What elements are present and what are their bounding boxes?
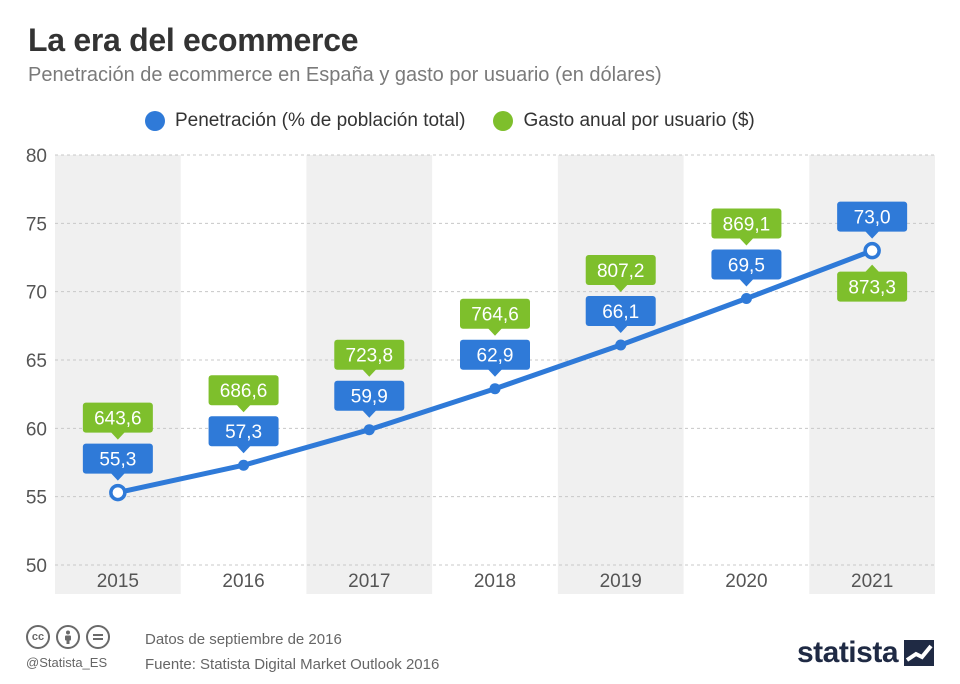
statista-mark-icon <box>904 640 934 666</box>
band-2019 <box>557 155 684 594</box>
penetration-label-2016: 57,3 <box>225 422 262 443</box>
spend-label-2021-box <box>837 271 908 302</box>
x-tick-label-2015: 2015 <box>97 571 139 592</box>
spend-label-2018-box <box>460 298 530 329</box>
note-date: Datos de septiembre de 2016 <box>145 631 342 648</box>
penetration-label-2019-pointer <box>613 325 628 333</box>
chart-title: La era del ecommerce <box>28 22 359 58</box>
penetration-label-2016-box <box>208 416 279 447</box>
penetration-label-2018: 62,9 <box>477 346 514 367</box>
spend-label-2017: 723,8 <box>346 346 394 367</box>
penetration-label-2018-pointer <box>488 369 502 377</box>
spend-label-2021-pointer <box>865 264 880 273</box>
band-2015 <box>55 155 181 594</box>
legend-item-penetration: Penetración (% de población total) <box>145 110 465 132</box>
legend-dot-penetration <box>145 111 165 131</box>
spend-label-2016: 686,6 <box>220 381 268 402</box>
data-point-2020 <box>740 293 752 304</box>
spend-label-2015: 643,6 <box>94 409 142 430</box>
spend-label-2018-pointer <box>488 328 502 336</box>
twitter-handle[interactable]: @Statista_ES <box>26 655 108 670</box>
legend-dot-spend <box>493 111 514 131</box>
penetration-label-2020-box <box>711 249 782 280</box>
penetration-label-2015-box <box>82 443 153 474</box>
license-icons: cc <box>26 625 116 649</box>
x-tick-label-2021: 2021 <box>851 571 893 592</box>
data-point-2021 <box>863 241 881 260</box>
spend-label-2020-pointer <box>739 238 754 246</box>
cc-icon: cc <box>26 625 50 649</box>
x-tick-label-2020: 2020 <box>725 571 767 592</box>
data-point-2015 <box>109 483 127 502</box>
penetration-label-2015-pointer <box>110 473 125 481</box>
statista-logo[interactable]: statista <box>797 636 934 670</box>
by-icon <box>56 625 80 649</box>
penetration-label-2019-box <box>585 295 656 326</box>
x-tick-label-2017: 2017 <box>348 571 390 592</box>
legend-item-spend: Gasto anual por usuario ($) <box>493 110 755 132</box>
data-point-2019 <box>615 339 627 351</box>
penetration-label-2018-box <box>460 339 530 370</box>
spend-label-2021: 873,3 <box>848 278 896 299</box>
penetration-label-2017-pointer <box>362 410 377 418</box>
legend-label-penetration: Penetración (% de población total) <box>175 110 466 131</box>
y-tick-label-50: 50 <box>26 556 47 577</box>
legend: Penetración (% de población total) Gasto… <box>145 110 783 132</box>
penetration-label-2015: 55,3 <box>99 450 136 471</box>
x-tick-label-2016: 2016 <box>222 571 264 592</box>
penetration-label-2021: 73,0 <box>854 208 891 229</box>
x-tick-label-2018: 2018 <box>474 571 516 592</box>
data-point-2017 <box>363 424 375 436</box>
spend-label-2017-pointer <box>362 369 377 377</box>
penetration-label-2021-box <box>837 201 908 232</box>
spend-label-2017-box <box>334 339 405 370</box>
spend-label-2019-pointer <box>613 284 628 292</box>
y-tick-label-55: 55 <box>26 488 47 509</box>
spend-label-2016-pointer <box>236 404 251 413</box>
spend-label-2019-box <box>585 254 656 285</box>
note-source: Fuente: Statista Digital Market Outlook … <box>145 656 440 673</box>
penetration-label-2017-box <box>334 380 405 411</box>
y-tick-label-70: 70 <box>26 283 47 304</box>
spend-label-2015-pointer <box>110 432 125 440</box>
penetration-label-2016-pointer <box>236 445 251 454</box>
chart-subtitle: Penetración de ecommerce en España y gas… <box>28 64 662 86</box>
penetration-label-2020-pointer <box>739 279 754 287</box>
y-tick-label-60: 60 <box>26 419 47 440</box>
y-tick-label-75: 75 <box>26 214 47 235</box>
data-point-2016 <box>238 459 250 471</box>
spend-label-2016-box <box>208 375 279 406</box>
spend-label-2020: 869,1 <box>723 215 771 236</box>
penetration-label-2020: 69,5 <box>728 256 765 277</box>
legend-label-spend: Gasto anual por usuario ($) <box>523 110 755 131</box>
y-tick-label-65: 65 <box>26 351 47 372</box>
x-tick-label-2019: 2019 <box>600 571 642 592</box>
spend-label-2020-box <box>711 208 782 239</box>
penetration-label-2019: 66,1 <box>602 302 639 323</box>
nd-icon <box>86 625 110 649</box>
spend-label-2018: 764,6 <box>471 305 519 326</box>
footer-notes: Datos de septiembre de 2016 Fuente: Stat… <box>145 627 439 677</box>
penetration-label-2021-pointer <box>865 231 880 239</box>
y-tick-label-80: 80 <box>26 146 47 167</box>
data-point-2018 <box>489 383 501 395</box>
penetration-label-2017: 59,9 <box>351 387 388 408</box>
spend-label-2015-box <box>82 402 153 433</box>
spend-label-2019: 807,2 <box>597 261 645 282</box>
brand-name: statista <box>796 636 899 669</box>
